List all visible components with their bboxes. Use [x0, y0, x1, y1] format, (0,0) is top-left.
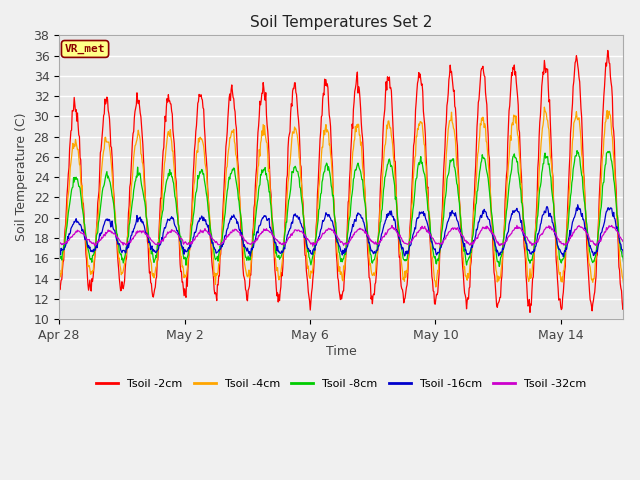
Title: Soil Temperatures Set 2: Soil Temperatures Set 2 [250, 15, 433, 30]
Text: VR_met: VR_met [65, 44, 106, 54]
Legend: Tsoil -2cm, Tsoil -4cm, Tsoil -8cm, Tsoil -16cm, Tsoil -32cm: Tsoil -2cm, Tsoil -4cm, Tsoil -8cm, Tsoi… [92, 374, 591, 393]
Y-axis label: Soil Temperature (C): Soil Temperature (C) [15, 113, 28, 241]
X-axis label: Time: Time [326, 345, 356, 358]
